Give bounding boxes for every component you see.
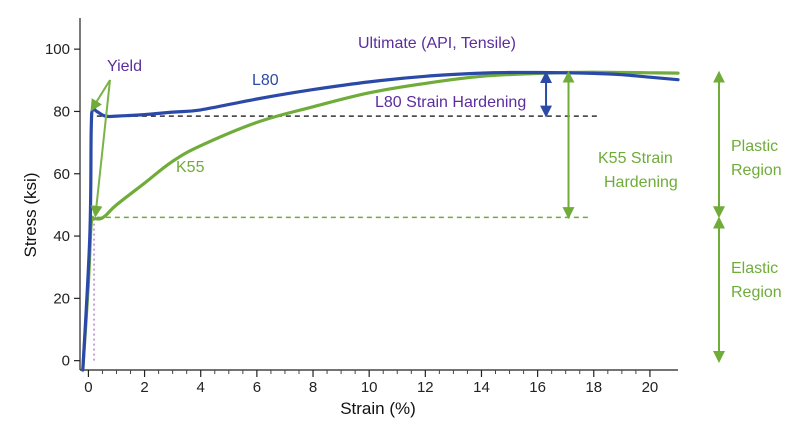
l80-strain-hardening-label: L80 Strain Hardening bbox=[375, 94, 526, 111]
plastic-region-label-line2: Region bbox=[731, 162, 782, 179]
y-tick-label: 20 bbox=[53, 290, 70, 307]
x-tick-label: 16 bbox=[529, 379, 546, 396]
axes: 0 20 40 60 80 100 0 2 4 6 8 10 12 14 16 18 20 bbox=[45, 18, 678, 396]
y-tick-label: 0 bbox=[62, 353, 70, 370]
k55-strain-hardening-label-line2: Hardening bbox=[604, 174, 678, 191]
x-axis-title: Strain (%) bbox=[340, 399, 416, 418]
x-tick-label: 14 bbox=[473, 379, 490, 396]
series-line-k55 bbox=[81, 70, 680, 372]
elastic-region-label-line1: Elastic bbox=[731, 260, 778, 277]
annotation-arrows bbox=[90, 70, 725, 364]
x-tick-label: 6 bbox=[253, 379, 261, 396]
elastic-region-label-line2: Region bbox=[731, 284, 782, 301]
series-lines bbox=[81, 70, 680, 372]
series-line-l80 bbox=[81, 70, 680, 372]
ultimate-label: Ultimate (API, Tensile) bbox=[358, 35, 516, 52]
x-ticks: 0 2 4 6 8 10 12 14 16 18 20 bbox=[84, 370, 658, 396]
reference-lines bbox=[93, 115, 600, 361]
l80-series-label: L80 bbox=[252, 72, 279, 89]
plastic-region-label-line1: Plastic bbox=[731, 138, 778, 155]
y-axis-title: Stress (ksi) bbox=[21, 173, 40, 258]
x-tick-label: 12 bbox=[417, 379, 434, 396]
y-tick-label: 80 bbox=[53, 103, 70, 120]
yield-label: Yield bbox=[107, 58, 142, 75]
x-tick-label: 20 bbox=[642, 379, 659, 396]
x-minor-ticks bbox=[101, 370, 637, 374]
x-tick-label: 4 bbox=[197, 379, 205, 396]
yield-arrow-k55 bbox=[90, 79, 111, 218]
y-tick-label: 60 bbox=[53, 166, 70, 183]
y-tick-label: 40 bbox=[53, 228, 70, 245]
yield-arrow-l80 bbox=[90, 79, 111, 112]
x-tick-label: 10 bbox=[361, 379, 378, 396]
k55-strain-hardening-label-line1: K55 Strain bbox=[598, 150, 673, 167]
x-tick-label: 0 bbox=[84, 379, 92, 396]
x-tick-label: 2 bbox=[140, 379, 148, 396]
y-tick-label: 100 bbox=[45, 41, 70, 58]
x-tick-label: 8 bbox=[309, 379, 317, 396]
x-tick-label: 18 bbox=[585, 379, 602, 396]
k55-series-label: K55 bbox=[176, 159, 205, 176]
y-ticks: 0 20 40 60 80 100 bbox=[45, 41, 80, 370]
